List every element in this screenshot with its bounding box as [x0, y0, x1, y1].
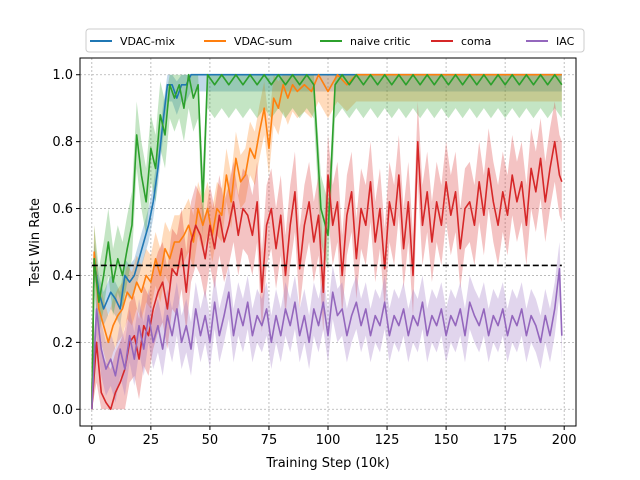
legend: VDAC-mix VDAC-sum naive critic coma IAC [85, 28, 585, 53]
legend-label: naive critic [350, 35, 411, 48]
series-band [91, 74, 562, 410]
y-tick-label: 1.0 [52, 68, 73, 83]
y-tick-label: 0.2 [52, 336, 73, 351]
series-line [91, 73, 562, 410]
legend-label: VDAC-mix [120, 35, 176, 48]
y-tick-label: 0.0 [52, 403, 73, 418]
axis-ticks [76, 74, 565, 430]
legend-label: VDAC-sum [234, 35, 292, 48]
x-tick-label: 200 [552, 433, 577, 448]
x-tick-label: 50 [202, 433, 219, 448]
series-line [91, 140, 563, 411]
x-tick-label: 150 [434, 433, 459, 448]
x-tick-label: 0 [88, 433, 96, 448]
x-tick-label: 125 [375, 433, 400, 448]
series-line [91, 267, 563, 410]
x-tick-label: 75 [261, 433, 278, 448]
series-lines [91, 73, 563, 411]
legend-label: coma [461, 35, 491, 48]
x-tick-label: 175 [493, 433, 518, 448]
y-tick-label: 0.6 [52, 202, 73, 217]
series-line [91, 73, 563, 410]
x-axis-title: Training Step (10k) [265, 456, 389, 471]
x-tick-label: 100 [316, 433, 341, 448]
series-band [91, 74, 562, 410]
y-tick-label: 0.8 [52, 135, 73, 150]
y-axis-title: Test Win Rate [28, 198, 43, 287]
x-tick-label: 25 [143, 433, 160, 448]
axis-tick-labels: 0 25 50 75 100 125 150 175 200 0.0 0.2 0.4 0.6 0.8 1.0 [52, 68, 576, 448]
legend-label: IAC [556, 35, 575, 48]
y-tick-label: 0.4 [52, 269, 73, 284]
series-band [91, 101, 562, 410]
